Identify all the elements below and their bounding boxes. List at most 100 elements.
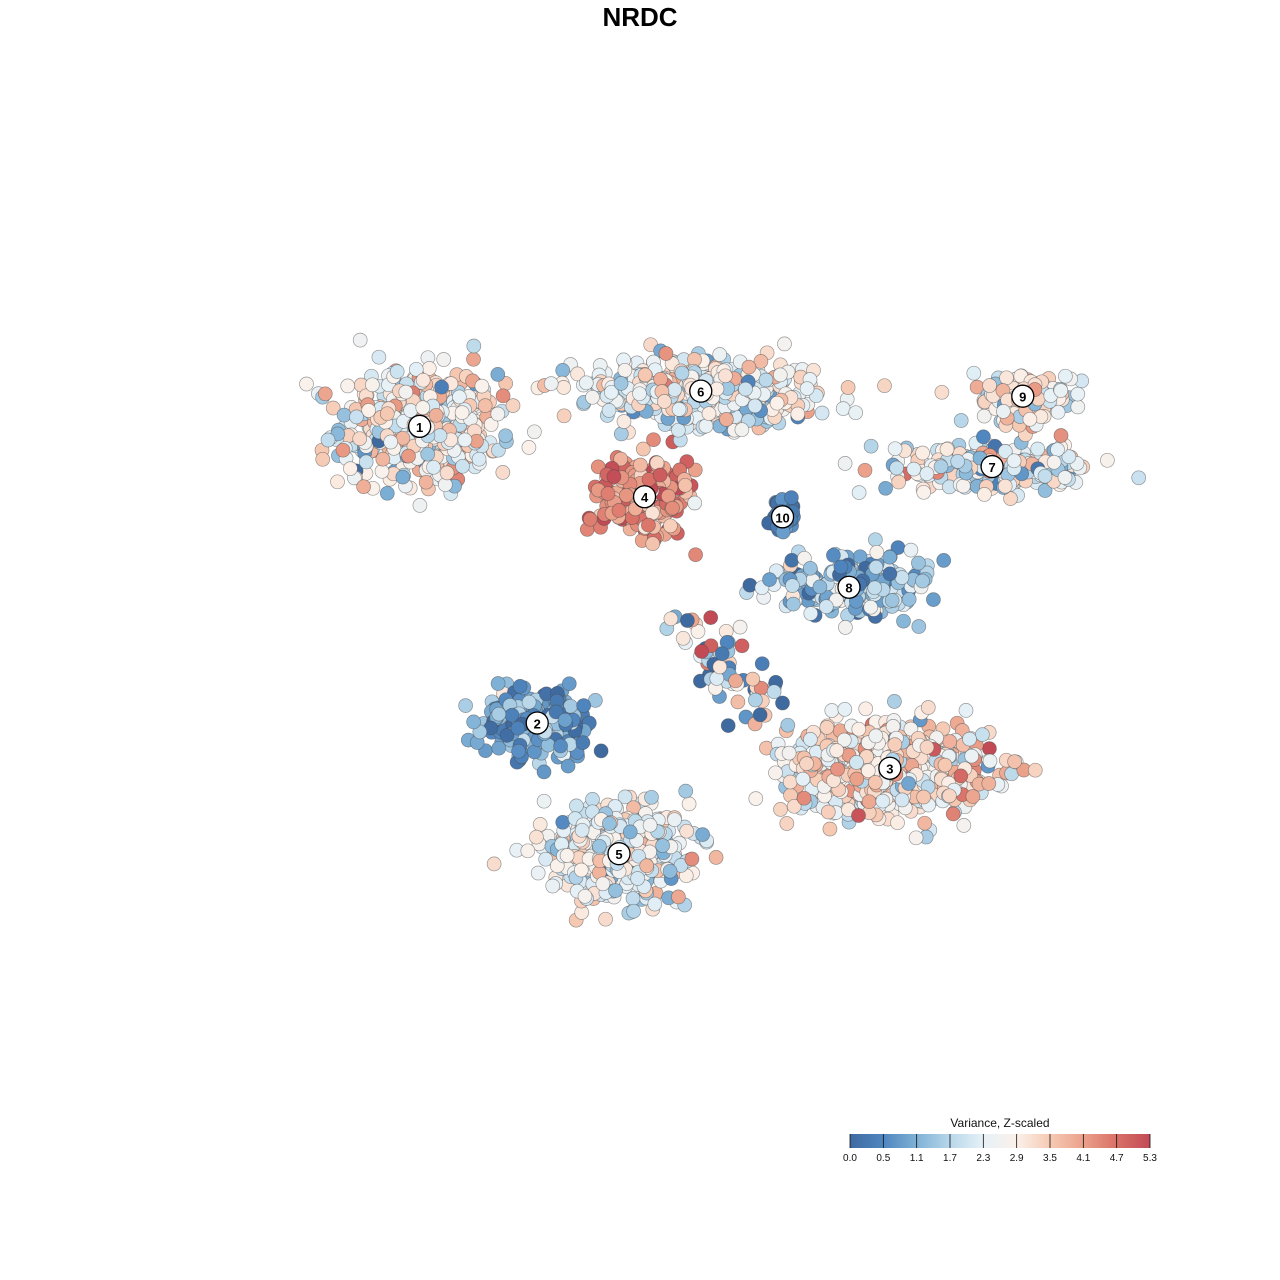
cell-point xyxy=(536,764,552,780)
cell-point xyxy=(812,579,828,595)
cell-point xyxy=(965,789,981,804)
legend-tick-label: 5.3 xyxy=(1143,1153,1157,1164)
cell-point xyxy=(1053,428,1069,443)
cell-point xyxy=(1070,386,1086,402)
cell-point xyxy=(833,559,849,575)
cell-point xyxy=(556,408,572,424)
cell-point xyxy=(838,620,853,635)
cell-point xyxy=(637,367,653,383)
cluster-label-10: 10 xyxy=(770,505,795,529)
cell-point xyxy=(915,573,930,589)
cluster-markers: 1 2 3 4 5 6 7 8 9 10 xyxy=(408,379,1035,866)
cell-point xyxy=(926,592,941,607)
cluster-label-1: 1 xyxy=(408,414,432,438)
cell-point xyxy=(1057,470,1073,485)
cell-point xyxy=(667,382,682,397)
cell-point xyxy=(585,389,600,405)
cell-point xyxy=(966,365,982,381)
cell-point xyxy=(799,756,814,771)
cluster-marker-circle xyxy=(837,575,861,599)
cell-point xyxy=(649,455,665,471)
cell-point xyxy=(698,418,714,434)
cell-point xyxy=(595,876,611,892)
cell-point xyxy=(1053,383,1069,398)
cell-point xyxy=(884,593,900,608)
cell-point xyxy=(674,365,690,381)
cell-point xyxy=(999,370,1014,386)
cell-point xyxy=(371,349,387,365)
cell-point xyxy=(837,701,853,717)
cell-point xyxy=(511,743,526,759)
color-legend: Variance, Z-scaled 0.0 0.5 1.1 1.7 2.3 2.9 3.5… xyxy=(843,1116,1157,1164)
legend-title: Variance, Z-scaled xyxy=(950,1116,1049,1130)
cell-point xyxy=(758,372,774,388)
cell-point xyxy=(426,459,441,475)
cell-point xyxy=(454,405,470,420)
cluster-marker-circle xyxy=(1011,384,1035,408)
cell-point xyxy=(681,796,697,812)
cell-point xyxy=(365,377,380,393)
cell-point xyxy=(875,793,891,809)
cell-point xyxy=(434,379,449,395)
cell-point xyxy=(555,814,571,830)
cell-point xyxy=(352,332,368,348)
cell-point xyxy=(1050,404,1066,420)
cell-point xyxy=(1061,449,1077,465)
cell-point xyxy=(1131,470,1147,486)
cell-point xyxy=(830,761,845,777)
cell-point xyxy=(455,458,470,474)
cell-point xyxy=(457,432,473,448)
cell-point xyxy=(559,848,575,863)
cell-point xyxy=(647,896,663,912)
cell-point xyxy=(530,865,546,881)
cell-point xyxy=(887,694,902,709)
cell-point xyxy=(569,798,584,814)
cell-point xyxy=(439,465,455,481)
cell-point xyxy=(772,367,788,383)
cell-point xyxy=(962,731,977,747)
cell-point xyxy=(703,610,719,625)
cell-point xyxy=(657,394,672,409)
cell-point xyxy=(1100,452,1115,468)
cell-point xyxy=(889,460,904,476)
cell-point xyxy=(997,478,1013,494)
cell-point xyxy=(336,407,352,423)
cell-point xyxy=(975,727,990,742)
cluster-marker-text: 1 xyxy=(416,420,423,435)
cell-point xyxy=(741,359,757,375)
cell-point xyxy=(868,532,883,548)
cell-point xyxy=(882,549,898,565)
cell-point xyxy=(836,732,852,748)
cell-point xyxy=(652,467,668,483)
cell-point xyxy=(622,824,638,840)
cell-point xyxy=(325,400,341,416)
cell-point xyxy=(857,462,873,478)
cell-point xyxy=(521,440,537,455)
cell-point xyxy=(538,851,554,867)
cell-point xyxy=(395,469,411,485)
cell-point xyxy=(890,815,905,831)
cell-point xyxy=(933,459,949,474)
cell-point xyxy=(631,848,646,864)
cell-point xyxy=(915,445,930,461)
cell-point xyxy=(619,488,634,503)
cell-point xyxy=(997,444,1013,459)
legend-tick-label: 2.9 xyxy=(1010,1153,1024,1164)
cell-point xyxy=(505,398,521,413)
legend-colorbar xyxy=(850,1134,1150,1148)
cell-point xyxy=(317,386,333,402)
cell-point xyxy=(936,553,952,568)
cell-point xyxy=(906,461,922,477)
cell-point xyxy=(934,384,950,400)
cell-point xyxy=(748,692,763,708)
cell-point xyxy=(708,850,724,865)
cell-point xyxy=(728,673,743,689)
cell-point xyxy=(655,838,670,853)
cell-point xyxy=(379,485,395,501)
cell-point xyxy=(644,789,659,805)
cell-point xyxy=(491,706,507,722)
cell-point xyxy=(613,426,629,442)
cell-point xyxy=(561,676,577,692)
legend-tick-label: 0.5 xyxy=(876,1153,890,1164)
cell-point xyxy=(349,409,364,425)
